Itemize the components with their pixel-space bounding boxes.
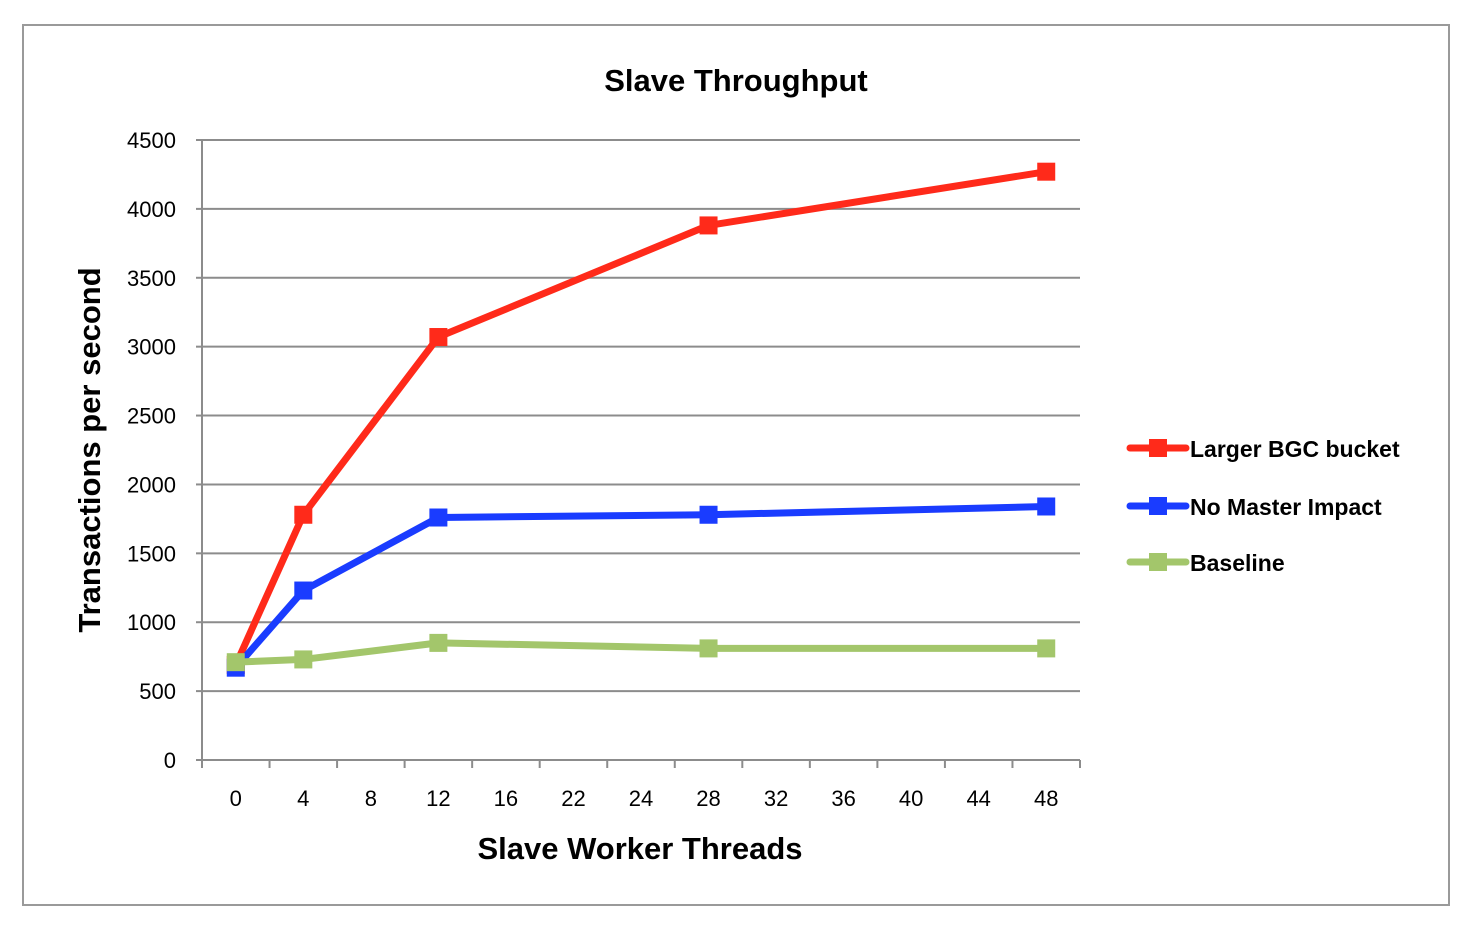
x-tick-label: 12 xyxy=(426,786,450,811)
y-tick-label: 500 xyxy=(139,679,176,704)
x-tick-label: 0 xyxy=(230,786,242,811)
axes xyxy=(196,139,1081,768)
series xyxy=(226,162,1056,677)
y-tick-label: 4000 xyxy=(127,197,176,222)
x-tick-label: 36 xyxy=(831,786,855,811)
series-line xyxy=(232,168,1050,669)
data-point xyxy=(294,505,313,524)
legend-swatch-marker xyxy=(1149,439,1167,457)
y-tick-label: 2500 xyxy=(127,404,176,429)
series-line xyxy=(232,639,1050,666)
data-point xyxy=(429,633,448,652)
chart-title: Slave Throughput xyxy=(604,63,868,98)
y-tick-label: 3500 xyxy=(127,266,176,291)
data-point xyxy=(1037,497,1056,516)
legend-label: Larger BGC bucket xyxy=(1190,436,1400,462)
x-tick-label: 28 xyxy=(696,786,720,811)
x-tick-label: 32 xyxy=(764,786,788,811)
legend-label: No Master Impact xyxy=(1190,494,1382,520)
y-tick-label: 1000 xyxy=(127,610,176,635)
series-baseline xyxy=(226,633,1056,672)
y-tick-label: 3000 xyxy=(127,335,176,360)
x-tick-label: 4 xyxy=(297,786,309,811)
y-tick-label: 2000 xyxy=(127,472,176,497)
y-tick-label: 1500 xyxy=(127,541,176,566)
x-tick-label: 24 xyxy=(629,786,653,811)
data-point xyxy=(429,508,448,527)
legend-swatch-marker xyxy=(1149,497,1167,515)
data-point xyxy=(226,653,245,672)
legend-item: No Master Impact xyxy=(1126,494,1382,520)
legend-item: Larger BGC bucket xyxy=(1126,436,1400,462)
data-point xyxy=(699,505,718,524)
series-line xyxy=(232,502,1050,672)
x-axis-title: Slave Worker Threads xyxy=(477,831,802,866)
data-point xyxy=(294,581,313,600)
series-no-master-impact xyxy=(226,497,1056,677)
data-point xyxy=(1037,162,1056,181)
legend-swatch-marker xyxy=(1149,553,1167,571)
legend-item: Baseline xyxy=(1126,550,1285,576)
data-point xyxy=(429,328,448,347)
x-tick-label: 22 xyxy=(561,786,585,811)
legend-label: Baseline xyxy=(1190,550,1285,576)
gridlines xyxy=(202,139,1080,693)
y-tick-label: 4500 xyxy=(127,128,176,153)
x-tick-label: 40 xyxy=(899,786,923,811)
data-point xyxy=(699,216,718,235)
x-tick-label: 8 xyxy=(365,786,377,811)
series-larger-bgc-bucket xyxy=(226,162,1056,674)
x-tick-label: 44 xyxy=(966,786,990,811)
data-point xyxy=(1037,639,1056,658)
y-axis-title: Transactions per second xyxy=(72,267,107,632)
x-tick-label: 48 xyxy=(1034,786,1058,811)
x-tick-label: 16 xyxy=(494,786,518,811)
y-tick-label: 0 xyxy=(164,748,176,773)
data-point xyxy=(699,639,718,658)
legend: Larger BGC bucket No Master Impact Baselin… xyxy=(1126,436,1400,576)
data-point xyxy=(294,650,313,669)
